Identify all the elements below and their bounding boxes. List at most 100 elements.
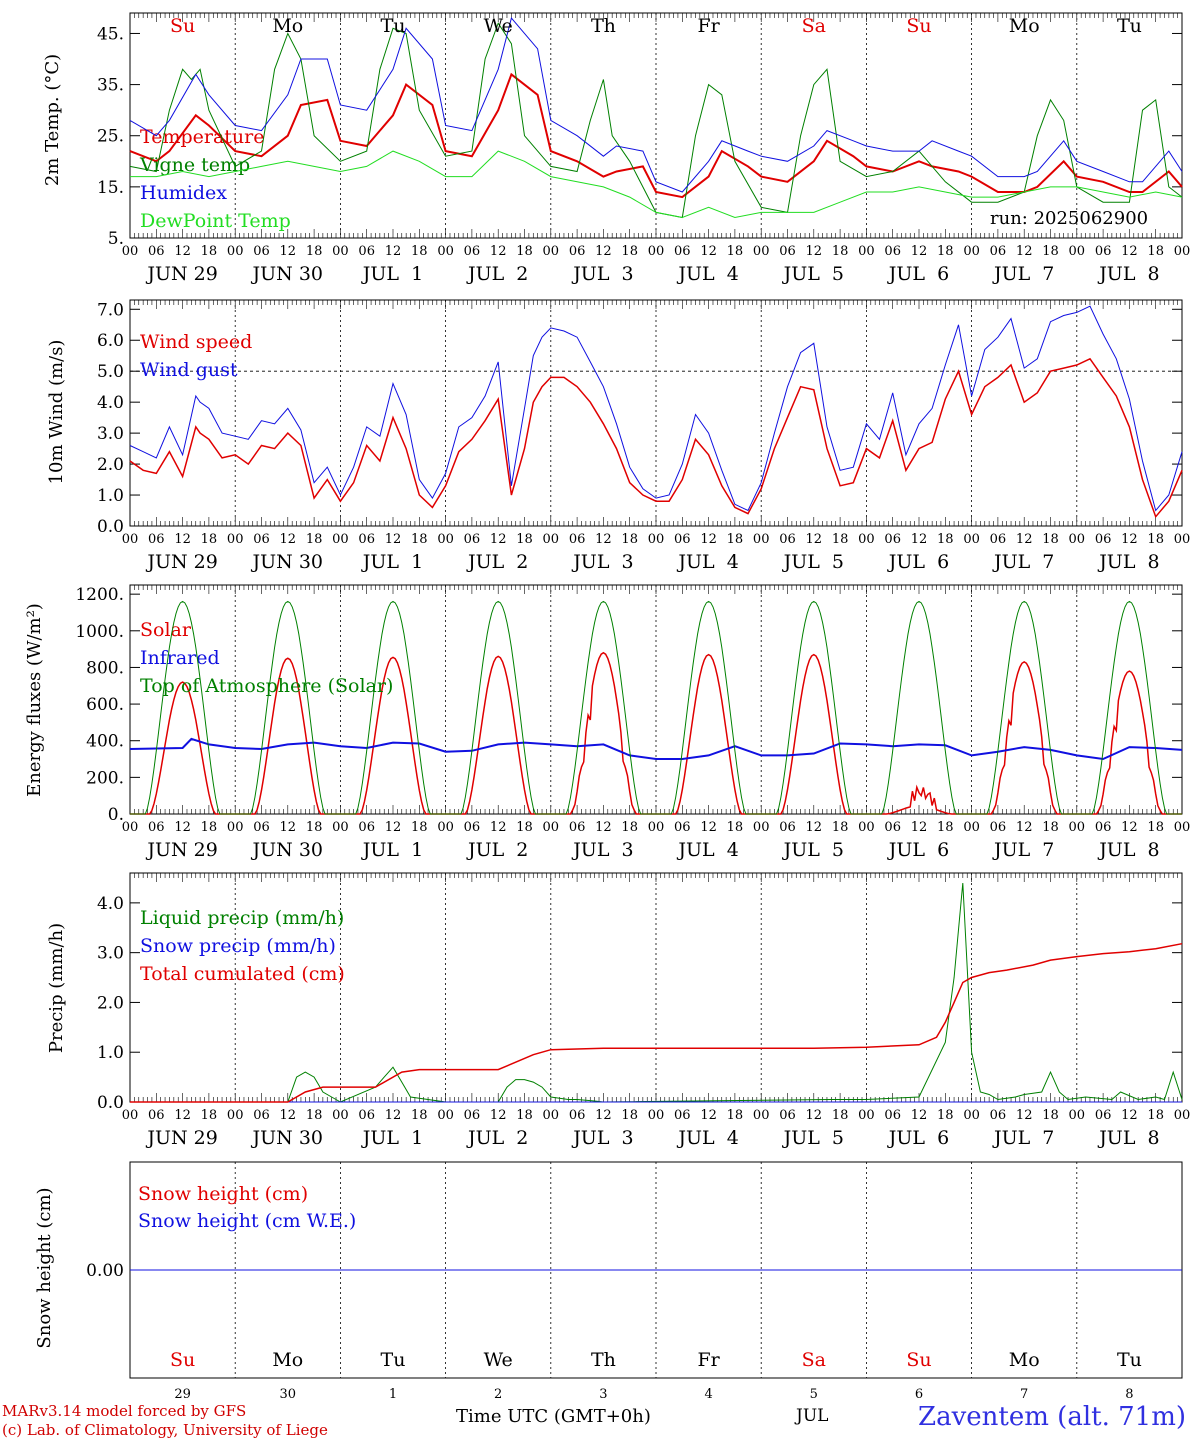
x-hour-label: 00 (753, 244, 770, 259)
x-axis-title: Time UTC (GMT+0h) (456, 1406, 651, 1427)
x-hour-label: 18 (727, 244, 744, 259)
x-hour-label: 12 (700, 244, 717, 259)
legend-entry: Liquid precip (mm/h) (140, 907, 344, 929)
x-hour-label: 06 (674, 532, 691, 547)
x-hour-label: 00 (227, 532, 244, 547)
y-tick-label: 25. (97, 127, 124, 147)
x-hour-label: 12 (490, 820, 507, 835)
y-axis-title: Energy fluxes (W/m²) (24, 603, 45, 797)
run-label: run: 2025062900 (990, 208, 1149, 229)
x-hour-label: 06 (253, 820, 270, 835)
x-hour-label: 18 (411, 244, 428, 259)
x-hour-label: 00 (648, 820, 665, 835)
x-hour-label: 00 (963, 1108, 980, 1123)
weekday-top-label: Sa (802, 15, 826, 37)
x-hour-label: 12 (595, 532, 612, 547)
weekday-bottom-label: Tu (1117, 1349, 1142, 1371)
x-hour-label: 00 (963, 244, 980, 259)
x-date-label: JUL 1 (361, 1127, 423, 1149)
x-date-label: JUN 29 (145, 551, 217, 573)
x-hour-label: 12 (174, 1108, 191, 1123)
x-date-label: JUL 6 (887, 1127, 949, 1149)
x-hour-label: 00 (1174, 532, 1191, 547)
x-date-label: JUL 3 (571, 551, 633, 573)
x-hour-label: 06 (569, 820, 586, 835)
series-2-1-line (129, 737, 1183, 761)
legend-entry: Total cumulated (cm) (140, 963, 345, 985)
y-axis-title: 2m Temp. (°C) (42, 54, 63, 186)
x-hour-label: 12 (806, 532, 823, 547)
x-hour-label: 18 (1147, 532, 1164, 547)
x-hour-label: 12 (280, 820, 297, 835)
x-hour-label: 00 (1069, 1108, 1086, 1123)
legend-entry: Temperature (140, 126, 264, 148)
x-hour-label: 12 (806, 1108, 823, 1123)
x-hour-label: 12 (806, 820, 823, 835)
x-hour-label: 06 (253, 532, 270, 547)
x-hour-label: 18 (937, 532, 954, 547)
x-hour-label: 00 (332, 820, 349, 835)
legend-entry: DewPoint Temp (140, 210, 291, 232)
x-hour-label: 00 (543, 820, 560, 835)
x-hour-label: 00 (332, 532, 349, 547)
x-hour-label: 12 (595, 244, 612, 259)
y-tick-label: 4.0 (97, 393, 124, 413)
x-hour-label: 12 (490, 1108, 507, 1123)
x-date-label: JUL 8 (1097, 551, 1159, 573)
legend-entry: Snow height (cm W.E.) (138, 1210, 356, 1232)
x-hour-label: 12 (595, 1108, 612, 1123)
x-hour-label: 12 (1016, 1108, 1033, 1123)
y-tick-label: 7.0 (97, 300, 124, 320)
day-number-label: 8 (1125, 1387, 1133, 1402)
x-hour-label: 00 (122, 820, 139, 835)
weekday-bottom-label: Mo (1009, 1349, 1040, 1371)
x-hour-label: 12 (280, 532, 297, 547)
weekday-bottom-label: Su (170, 1349, 195, 1371)
x-hour-label: 18 (727, 820, 744, 835)
x-date-label: JUL 2 (466, 551, 528, 573)
x-hour-label: 00 (858, 532, 875, 547)
x-hour-label: 00 (122, 244, 139, 259)
x-hour-label: 18 (832, 820, 849, 835)
x-hour-label: 18 (621, 532, 638, 547)
x-hour-label: 12 (911, 820, 928, 835)
x-hour-label: 00 (1174, 244, 1191, 259)
x-hour-label: 18 (1147, 244, 1164, 259)
x-date-label: JUL 5 (782, 263, 844, 285)
x-date-label: JUL 6 (887, 839, 949, 861)
x-hour-label: 06 (990, 1108, 1007, 1123)
legend-entry: Solar (140, 619, 192, 641)
x-hour-label: 18 (1147, 820, 1164, 835)
x-hour-label: 06 (674, 820, 691, 835)
panel-2-frame (129, 584, 1183, 815)
x-hour-label: 18 (832, 244, 849, 259)
x-hour-label: 12 (1016, 244, 1033, 259)
x-hour-label: 18 (306, 532, 323, 547)
x-date-label: JUL 5 (782, 1127, 844, 1149)
x-date-label: JUL 6 (887, 263, 949, 285)
x-date-label: JUL 4 (676, 263, 738, 285)
x-hour-label: 00 (437, 1108, 454, 1123)
y-axis-title: Snow height (cm) (34, 1187, 55, 1348)
x-hour-label: 06 (884, 244, 901, 259)
day-number-label: 3 (599, 1387, 607, 1402)
legend-entry: Vigne temp (139, 154, 250, 176)
x-hour-label: 06 (674, 1108, 691, 1123)
weekday-bottom-label: We (484, 1349, 513, 1371)
x-date-label: JUL 5 (782, 839, 844, 861)
x-hour-label: 12 (1121, 244, 1138, 259)
legend-entry: Wind gust (140, 359, 238, 381)
x-hour-label: 06 (779, 244, 796, 259)
x-hour-label: 00 (543, 532, 560, 547)
x-hour-label: 18 (621, 820, 638, 835)
y-tick-label: 200. (86, 768, 124, 788)
x-date-label: JUL 7 (992, 551, 1054, 573)
x-hour-label: 00 (543, 1108, 560, 1123)
x-date-label: JUN 30 (251, 1127, 323, 1149)
x-hour-label: 06 (148, 820, 165, 835)
x-hour-label: 06 (990, 244, 1007, 259)
x-date-label: JUN 29 (145, 839, 217, 861)
weekday-top-label: Su (170, 15, 195, 37)
x-date-label: JUL 7 (992, 1127, 1054, 1149)
weekday-bottom-label: Tu (381, 1349, 406, 1371)
